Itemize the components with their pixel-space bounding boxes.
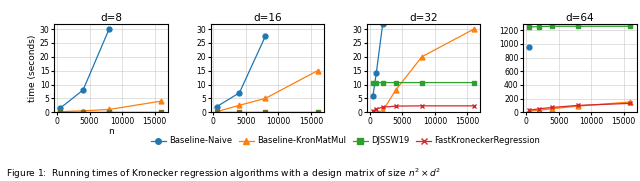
Text: Figure 1:  Running times of Kronecker regression algorithms with a design matrix: Figure 1: Running times of Kronecker reg… xyxy=(6,167,442,181)
Title: d=16: d=16 xyxy=(253,13,282,23)
Title: d=64: d=64 xyxy=(566,13,595,23)
Title: d=32: d=32 xyxy=(410,13,438,23)
Y-axis label: time (seconds): time (seconds) xyxy=(28,34,37,102)
X-axis label: n: n xyxy=(108,127,114,136)
Title: d=8: d=8 xyxy=(100,13,122,23)
Legend: Baseline-Naive, Baseline-KronMatMul, DJSSW19, FastKroneckerRegression: Baseline-Naive, Baseline-KronMatMul, DJS… xyxy=(147,133,544,149)
